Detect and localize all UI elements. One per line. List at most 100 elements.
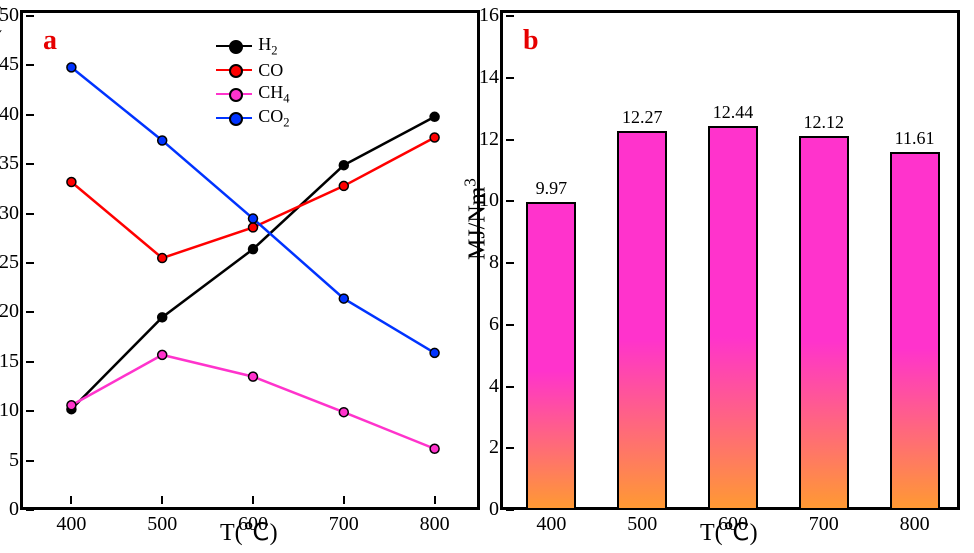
legend-line-icon [216,45,252,47]
panel-a-ytick [26,410,34,412]
series-marker-CH4 [158,350,167,359]
panel-a-xtick [70,496,72,504]
panel-a: a H2COCH4CO2 400500600700800051015202530… [20,10,480,510]
panel-b-ytick [506,139,514,141]
panel-a-xtick-label: 400 [51,513,91,536]
legend-marker-icon [229,88,243,102]
panel-b-ylabel: MJ/Nm3 [461,178,492,260]
series-marker-CO [430,133,439,142]
legend-line-icon [216,93,252,95]
panel-a-xtick-label: 800 [415,513,455,536]
legend-line-icon [216,69,252,71]
series-marker-CH4 [249,372,258,381]
legend-label: CO [258,60,283,81]
bar [526,202,576,510]
panel-a-ytick [26,163,34,165]
panel-b-xtick-label: 400 [529,513,573,536]
panel-a-legend: H2 COCH4CO2 [216,33,289,131]
panel-a-letter: a [43,25,57,57]
series-marker-CO [249,223,258,232]
panel-b-ytick [506,200,514,202]
panel-b-ytick-label: 16 [473,4,499,27]
panel-b-ytick-label: 4 [473,375,499,398]
panel-b-xlabel: T(℃) [700,518,758,547]
panel-a-xtick [434,496,436,504]
series-marker-CH4 [430,444,439,453]
panel-a-ytick [26,361,34,363]
series-marker-CO [339,181,348,190]
series-marker-H2 [249,245,258,254]
series-marker-CH4 [67,401,76,410]
panel-a-xtick-label: 700 [324,513,364,536]
legend-item-H2: H2 [216,35,289,57]
series-line-CO [71,138,434,259]
bar-value-label: 12.27 [614,107,670,128]
bar-value-label: 11.61 [887,128,943,149]
panel-a-ytick [26,64,34,66]
bar-value-label: 12.44 [705,102,761,123]
panel-a-xtick [252,496,254,504]
panel-b: b 02468101214164009.9750012.2760012.4470… [500,10,960,510]
series-marker-CO2 [339,294,348,303]
legend-line-icon [216,117,252,119]
panel-a-xtick [343,496,345,504]
panel-a-ytick [26,213,34,215]
panel-a-ytick-label: 15 [0,350,19,373]
panel-a-ytick [26,262,34,264]
series-marker-CH4 [339,408,348,417]
panel-a-xlabel: T(℃) [220,518,278,547]
legend-label: CO2 [258,106,289,131]
bar-value-label: 9.97 [523,178,579,199]
panel-b-xtick-label: 700 [802,513,846,536]
legend-marker-icon [229,40,243,54]
bar [890,152,940,510]
panel-b-ytick [506,262,514,264]
panel-b-ytick-label: 14 [473,66,499,89]
panel-a-ytick [26,15,34,17]
panel-a-xtick [161,496,163,504]
panel-b-ytick [506,447,514,449]
panel-a-ytick [26,460,34,462]
bar [708,126,758,510]
series-marker-CO2 [430,348,439,357]
legend-marker-icon [229,112,243,126]
legend-item-CO: CO [216,59,289,81]
series-marker-H2 [430,112,439,121]
panel-b-ytick [506,324,514,326]
panel-b-ytick-label: 0 [473,498,499,521]
panel-b-ytick [506,15,514,17]
panel-a-xtick-label: 500 [142,513,182,536]
panel-b-xtick-label: 800 [893,513,937,536]
series-marker-CO2 [67,63,76,72]
panel-a-ytick [26,311,34,313]
series-line-CH4 [71,355,434,449]
panel-b-ytick [506,386,514,388]
legend-item-CO2: CO2 [216,107,289,129]
legend-marker-icon [229,64,243,78]
panel-a-ytick-label: 0 [0,498,19,521]
panel-a-ytick-label: 20 [0,300,19,323]
bar [799,136,849,510]
series-marker-CO2 [249,214,258,223]
panel-a-ytick [26,114,34,116]
panel-b-ytick-label: 2 [473,436,499,459]
panel-b-ytick [506,509,514,511]
bar-value-label: 12.12 [796,112,852,133]
series-marker-H2 [158,313,167,322]
series-marker-CO2 [158,136,167,145]
series-marker-CO [158,254,167,263]
panel-b-ytick-label: 12 [473,128,499,151]
panel-b-ytick-label: 6 [473,313,499,336]
panel-a-ytick-label: 10 [0,399,19,422]
bar [617,131,667,510]
panel-a-ytick [26,509,34,511]
legend-label: CH4 [258,82,289,107]
panel-b-letter: b [523,25,539,57]
legend-item-CH4: CH4 [216,83,289,105]
panel-b-ytick [506,77,514,79]
series-marker-CO [67,177,76,186]
panel-b-xtick-label: 500 [620,513,664,536]
panel-a-ytick-label: 5 [0,449,19,472]
series-line-H2 [71,117,434,409]
panel-a-ylabel: Relative concentration (%) [0,1,4,260]
